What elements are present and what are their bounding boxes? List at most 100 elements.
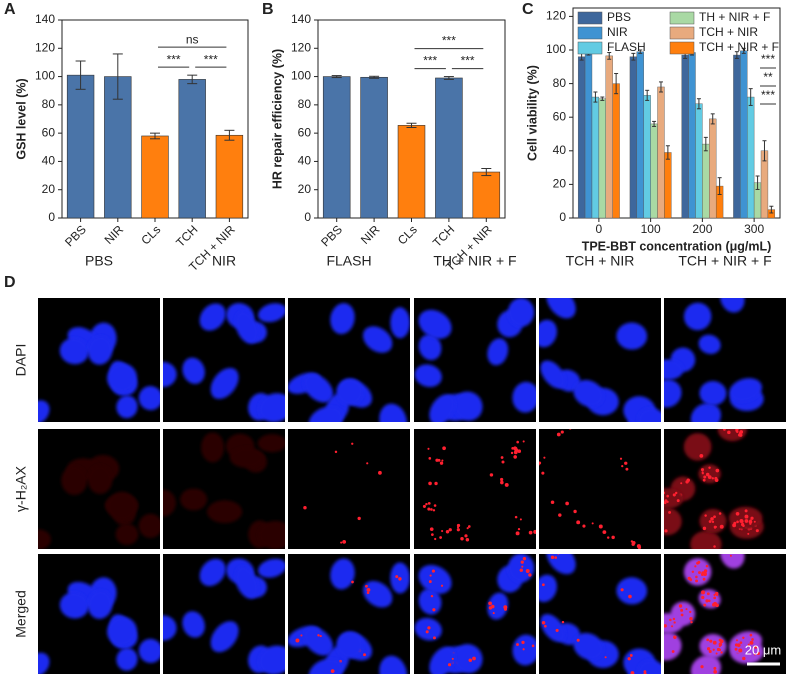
foci	[398, 577, 402, 581]
bar	[747, 96, 755, 219]
bar	[322, 76, 351, 219]
nucleus	[163, 615, 177, 641]
legend-label: NIR	[607, 25, 628, 39]
column-header: TH + NIR + F	[433, 253, 516, 269]
foci	[447, 663, 452, 667]
foci	[431, 569, 436, 573]
bar	[664, 152, 672, 219]
foci	[744, 519, 749, 523]
foci	[703, 475, 707, 479]
error-bar	[741, 47, 746, 54]
nucleus	[379, 403, 407, 422]
y-axis-title: GSH level (%)	[14, 78, 28, 159]
foci	[738, 431, 742, 435]
bar	[435, 77, 463, 219]
foci	[555, 628, 559, 632]
micrograph-content	[163, 558, 285, 674]
foci	[351, 442, 354, 445]
foci	[705, 564, 709, 568]
foci	[706, 592, 710, 596]
nucleus	[107, 363, 137, 393]
bar	[650, 123, 658, 219]
foci	[606, 536, 610, 539]
foci	[428, 580, 432, 583]
legend-label: TCH + NIR + F	[699, 40, 779, 54]
row-label: γ-H₂AX	[13, 465, 29, 512]
foci	[701, 595, 705, 600]
error-bar	[406, 122, 417, 128]
foci	[680, 608, 684, 612]
y-tick-label: 140	[35, 12, 55, 26]
y-tick-label: 140	[291, 12, 311, 26]
column-header: PBS	[85, 253, 113, 269]
nucleus	[720, 298, 745, 313]
legend-label: TH + NIR + F	[699, 10, 770, 24]
foci	[695, 575, 698, 579]
foci	[666, 500, 669, 504]
foci	[706, 638, 709, 642]
foci	[690, 620, 693, 624]
nucleus	[87, 590, 113, 619]
foci	[582, 524, 586, 528]
nucleus-haze	[138, 513, 160, 538]
significance-label: ***	[442, 34, 456, 48]
foci	[422, 504, 426, 508]
nucleus	[637, 659, 661, 674]
foci	[712, 640, 717, 645]
nucleus	[235, 566, 259, 599]
x-axis-title: TPE-BBT concentration (μg/mL)	[582, 239, 772, 253]
bar	[702, 143, 710, 219]
legend-swatch	[669, 41, 695, 55]
nucleus	[258, 558, 285, 578]
foci	[517, 527, 521, 531]
nucleus	[235, 311, 259, 344]
foci	[701, 571, 706, 576]
foci	[441, 459, 444, 462]
nucleus-haze	[61, 465, 88, 496]
foci	[489, 473, 494, 477]
y-tick-label: 40	[553, 143, 567, 157]
error-bar	[187, 74, 198, 85]
foci	[703, 603, 707, 607]
error-bar	[703, 136, 708, 152]
error-bar	[600, 96, 605, 101]
foci	[295, 638, 300, 643]
foci	[366, 591, 370, 595]
foci	[431, 533, 434, 536]
nucleus	[546, 298, 576, 319]
micrograph-content	[664, 298, 764, 422]
foci	[708, 599, 711, 603]
error-bar	[769, 205, 774, 214]
foci	[591, 522, 594, 525]
foci	[718, 648, 722, 652]
foci	[671, 625, 674, 628]
nucleus	[418, 564, 452, 594]
column-header: NIR	[212, 253, 236, 269]
foci	[689, 610, 692, 614]
x-tick-label: 300	[744, 222, 764, 236]
nucleus-haze	[257, 434, 285, 453]
foci	[466, 527, 469, 530]
foci	[519, 518, 522, 521]
foci	[429, 574, 432, 577]
nucleus	[418, 588, 442, 615]
foci	[541, 621, 546, 625]
y-tick-label: 60	[553, 109, 567, 123]
bar	[695, 103, 703, 219]
foci	[747, 532, 750, 535]
row-label: DAPI	[13, 344, 29, 377]
nucleus-haze	[87, 465, 113, 495]
foci	[429, 527, 434, 532]
error-bar	[614, 73, 619, 95]
error-bar	[481, 168, 492, 177]
foci	[516, 440, 519, 444]
foci	[317, 634, 320, 637]
foci	[569, 429, 572, 430]
significance-label: ns	[186, 32, 199, 46]
foci	[738, 648, 743, 653]
foci	[602, 530, 607, 534]
foci	[513, 455, 517, 459]
foci	[500, 456, 504, 459]
column-header: FLASH	[326, 253, 371, 269]
error-bar	[224, 129, 235, 141]
